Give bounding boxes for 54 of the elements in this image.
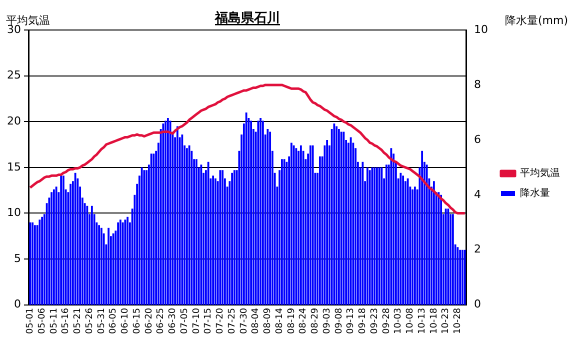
legend-label: 平均気温 [520, 167, 560, 180]
y-tick-label: 25 [6, 68, 21, 82]
x-tick-label: 06-30 [168, 308, 178, 334]
x-tick-label: 10-13 [417, 308, 428, 334]
x-tick-label: 10-23 [441, 308, 452, 334]
x-tick-label: 05-06 [37, 308, 48, 334]
y2-tick-label: 10 [474, 22, 488, 36]
x-tick-label: 09-08 [334, 308, 344, 334]
x-tick-label: 10-28 [453, 308, 464, 334]
y-axis-title: 平均気温 [6, 14, 50, 27]
y-tick-label: 5 [14, 252, 21, 265]
x-tick-label: 06-25 [156, 308, 166, 334]
x-tick-label: 09-18 [358, 308, 368, 334]
x-tick-label: 05-26 [84, 308, 95, 334]
y2-tick-label: 8 [474, 78, 482, 91]
y2-tick-label: 0 [474, 298, 482, 311]
x-tick-label: 05-11 [49, 308, 60, 334]
y2-tick-label: 4 [474, 188, 482, 201]
y-tick-label: 20 [6, 114, 21, 128]
x-tick-label: 06-15 [132, 308, 142, 334]
x-tick-label: 09-23 [370, 308, 380, 334]
x-tick-label: 10-08 [406, 308, 416, 334]
x-tick-label: 10-18 [429, 308, 440, 334]
x-tick-label: 06-20 [144, 308, 154, 334]
y2-tick-label: 2 [474, 242, 482, 256]
x-tick-label: 09-13 [346, 308, 356, 334]
x-tick-label: 07-30 [239, 308, 250, 334]
y2-axis-title: 降水量(mm) [504, 14, 568, 27]
y-tick-label: 10 [6, 206, 21, 220]
x-tick-label: 10-03 [394, 308, 404, 334]
x-tick-label: 06-10 [120, 308, 131, 334]
x-tick-label: 06-05 [108, 308, 119, 334]
y-tick-label: 0 [14, 298, 21, 311]
x-tick-label: 08-29 [310, 308, 321, 334]
x-tick-label: 07-15 [204, 308, 214, 334]
y2-tick-label: 6 [474, 132, 482, 146]
x-tick-label: 09-03 [322, 308, 332, 334]
x-tick-label: 05-31 [96, 308, 107, 334]
x-tick-label: 07-10 [192, 308, 202, 334]
x-tick-label: 08-04 [251, 308, 262, 334]
x-tick-label: 05-16 [61, 308, 72, 334]
x-tick-label: 08-24 [298, 308, 309, 334]
legend-label: 降水量 [520, 187, 550, 200]
x-tick-label: 08-19 [286, 308, 297, 334]
x-tick-label: 07-25 [227, 308, 238, 334]
x-tick-label: 09-28 [382, 308, 392, 334]
y-tick-label: 15 [6, 160, 21, 174]
chart-title: 福島県石川 [214, 10, 280, 26]
x-tick-label: 08-14 [274, 308, 285, 334]
x-tick-label: 05-01 [26, 308, 36, 334]
x-tick-label: 07-05 [180, 308, 190, 334]
x-tick-label: 08-09 [263, 308, 274, 334]
x-tick-label: 05-21 [73, 308, 84, 334]
x-tick-label: 07-20 [216, 308, 226, 334]
